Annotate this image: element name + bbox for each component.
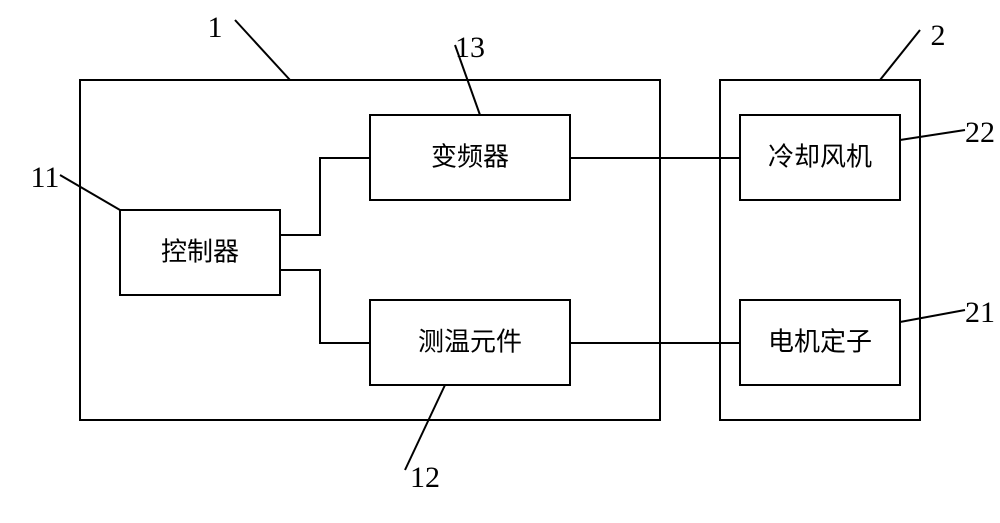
node-label-tempsensor: 测温元件	[418, 327, 522, 356]
node-callout-controller: 11	[31, 161, 60, 194]
node-callout-stator: 21	[965, 296, 995, 329]
group-callout-group2: 2	[931, 19, 946, 52]
node-label-controller: 控制器	[161, 237, 239, 266]
group-callout-group1: 1	[208, 11, 223, 44]
node-callout-fan: 22	[965, 116, 995, 149]
node-label-stator: 电机定子	[768, 327, 872, 356]
node-label-fan: 冷却风机	[768, 142, 872, 171]
node-callout-tempsensor: 12	[410, 461, 440, 494]
block-diagram: 12控制器11变频器13测温元件12冷却风机22电机定子21	[0, 0, 1000, 523]
node-label-inverter: 变频器	[431, 142, 509, 171]
node-callout-inverter: 13	[455, 31, 485, 64]
